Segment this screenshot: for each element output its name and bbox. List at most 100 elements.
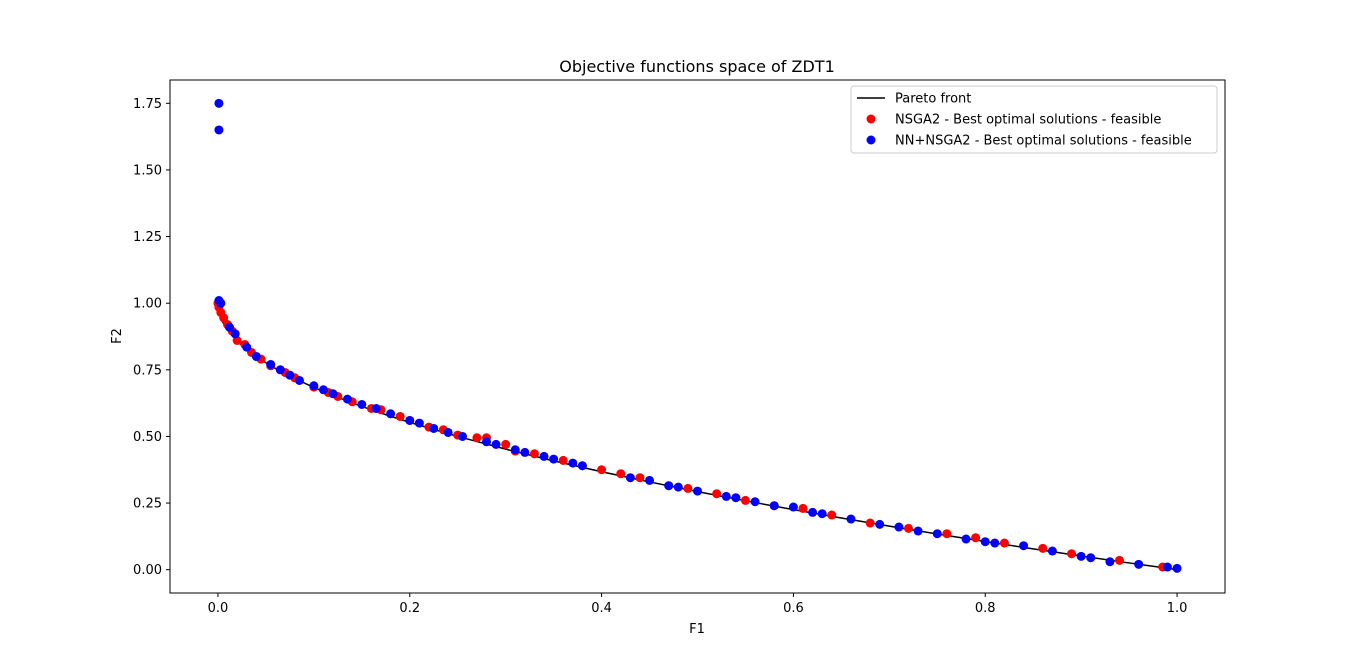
x-tick-label: 0.2: [399, 601, 420, 616]
data-point: [1067, 549, 1077, 559]
data-point: [913, 526, 923, 536]
data-point: [673, 482, 683, 492]
data-point: [827, 510, 837, 520]
plot-frame: [169, 79, 1226, 594]
data-point: [1076, 551, 1086, 561]
legend: Pareto front NSGA2 - Best optimal solutio…: [850, 85, 1218, 154]
plot-area: [213, 98, 1182, 573]
pareto-front-line: [217, 303, 1178, 571]
data-point: [712, 489, 722, 499]
data-point: [214, 125, 224, 135]
data-point: [894, 522, 904, 532]
x-tick-label: 0.4: [591, 601, 612, 616]
x-tick-label: 1.0: [1167, 601, 1188, 616]
data-point: [230, 329, 240, 339]
data-point: [472, 433, 482, 443]
data-point: [1115, 555, 1124, 565]
data-point: [405, 415, 415, 425]
data-point: [294, 375, 304, 385]
data-point: [309, 381, 319, 391]
data-point: [251, 351, 261, 361]
data-point: [458, 431, 468, 441]
y-tick-label: 1.50: [133, 163, 162, 178]
y-axis-label: F2: [110, 328, 125, 344]
data-point: [1162, 562, 1172, 572]
data-point: [731, 493, 741, 503]
legend-label: NN+NSGA2 - Best optimal solutions - feas…: [895, 134, 1192, 149]
data-point: [558, 455, 568, 465]
data-point: [414, 418, 424, 428]
data-point: [482, 437, 491, 447]
y-axis: 0.00 0.25 0.50 0.75 1.00 1.25 1.50 1.75: [133, 97, 170, 578]
data-point: [429, 423, 439, 433]
data-point: [386, 409, 396, 419]
data-point: [1105, 557, 1115, 567]
data-point: [740, 495, 750, 505]
data-point: [357, 399, 367, 409]
y-tick-label: 0.75: [133, 363, 162, 378]
data-point: [549, 454, 559, 464]
data-point: [1172, 563, 1182, 573]
data-point: [395, 411, 405, 421]
data-point: [214, 98, 224, 108]
data-point: [285, 370, 295, 380]
data-point: [539, 451, 549, 461]
data-point: [577, 461, 587, 471]
chart-title: Objective functions space of ZDT1: [559, 57, 835, 76]
scatter-series-1: [213, 298, 1168, 572]
data-point: [683, 483, 693, 493]
data-point: [788, 502, 798, 512]
x-axis-label: F1: [689, 622, 705, 637]
data-point: [904, 523, 913, 533]
x-tick-label: 0.0: [208, 601, 229, 616]
data-point: [664, 481, 674, 491]
data-point: [645, 475, 655, 485]
data-point: [224, 322, 234, 332]
data-point: [501, 439, 511, 449]
data-point: [693, 486, 702, 496]
x-tick-label: 0.6: [783, 601, 804, 616]
y-tick-label: 0.50: [133, 430, 162, 445]
data-point: [769, 501, 779, 511]
data-point: [318, 385, 328, 395]
data-point: [1038, 543, 1048, 553]
data-point: [961, 534, 971, 544]
y-tick-label: 0.25: [133, 497, 162, 512]
data-point: [971, 533, 981, 543]
data-point: [510, 445, 520, 455]
legend-label: NSGA2 - Best optimal solutions - feasibl…: [895, 113, 1161, 128]
data-point: [242, 342, 252, 352]
scatter-series-2: [214, 98, 1182, 573]
data-point: [328, 389, 338, 399]
y-tick-label: 1.75: [133, 97, 162, 112]
data-point: [529, 449, 539, 459]
data-point: [990, 538, 1000, 548]
data-point: [798, 503, 808, 513]
data-point: [1086, 553, 1096, 563]
data-point: [942, 529, 952, 539]
data-point: [266, 359, 276, 369]
data-point: [597, 465, 607, 475]
legend-marker-swatch: [866, 114, 876, 124]
data-point: [568, 458, 578, 468]
data-point: [980, 537, 990, 547]
data-point: [635, 473, 645, 483]
data-point: [371, 403, 381, 413]
data-point: [875, 519, 885, 529]
data-point: [721, 491, 731, 501]
data-point: [1019, 541, 1029, 551]
x-axis: 0.0 0.2 0.4 0.6 0.8 1.0: [208, 593, 1188, 616]
data-point: [750, 497, 760, 507]
data-point: [219, 313, 229, 323]
data-point: [1134, 559, 1144, 569]
legend-marker-swatch: [866, 135, 876, 145]
data-point: [216, 298, 226, 308]
data-point: [275, 365, 285, 375]
data-point: [808, 507, 818, 517]
data-point: [520, 447, 530, 457]
data-point: [932, 529, 942, 539]
data-point: [846, 514, 856, 524]
x-tick-label: 0.8: [975, 601, 996, 616]
data-point: [999, 538, 1009, 548]
